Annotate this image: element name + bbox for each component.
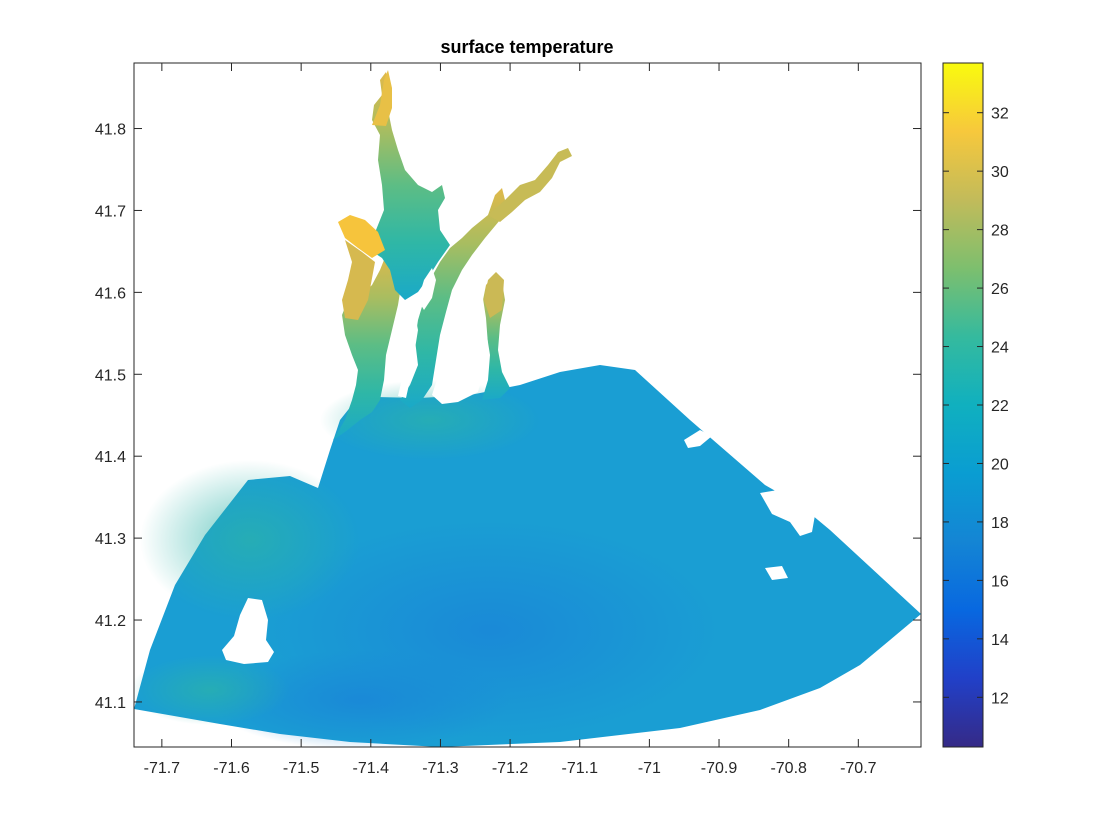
axes-box: [133, 62, 922, 748]
y-tick-label: 41.8: [95, 122, 126, 139]
x-ticks: -71.7 -71.6 -71.5 -71.4 -71.3 -71.2 -71.1 -71 -7…: [144, 63, 877, 777]
chart-title: surface temperature: [440, 37, 613, 57]
sakonnet-upper: [484, 272, 504, 318]
shelf-cool-south: [210, 650, 510, 747]
martha-vineyard-tip: [760, 490, 815, 536]
colorbar-tick-label: 18: [991, 515, 1009, 532]
colorbar-tick-label: 32: [991, 106, 1009, 123]
x-tick-label: -71.1: [562, 760, 599, 777]
northwest-cove-edge: [342, 240, 375, 320]
providence-river-head: [372, 70, 392, 126]
y-tick-label: 41.4: [95, 449, 126, 466]
y-tick-label: 41.3: [95, 531, 126, 548]
aquidneck-island: [432, 276, 488, 404]
colorbar-tick-label: 20: [991, 456, 1009, 473]
southwest-coastal-warm: [140, 460, 360, 620]
x-tick-label: -71.7: [144, 760, 181, 777]
x-tick-label: -71.6: [213, 760, 250, 777]
y-ticks: 41.1 41.2 41.3 41.4 41.5 41.6 41.7 41.8: [95, 122, 921, 712]
colorbar-tick-label: 24: [991, 340, 1009, 357]
colorbar-tick-label: 30: [991, 164, 1009, 181]
colorbar-tick-label: 22: [991, 398, 1009, 415]
x-tick-label: -71: [638, 760, 661, 777]
prudence-island: [418, 268, 436, 310]
elizabeth-islands: [684, 430, 712, 448]
x-tick-label: -71.5: [283, 760, 320, 777]
y-tick-label: 41.2: [95, 613, 126, 630]
y-tick-label: 41.7: [95, 203, 126, 220]
y-tick-label: 41.1: [95, 695, 126, 712]
taunton-river: [488, 148, 572, 222]
y-tick-label: 41.6: [95, 285, 126, 302]
colorbar-gradient: [942, 62, 984, 748]
x-tick-label: -71.2: [492, 760, 529, 777]
x-tick-label: -70.8: [770, 760, 807, 777]
colorbar-tick-label: 26: [991, 281, 1009, 298]
west-passage: [333, 250, 402, 440]
x-tick-label: -71.4: [353, 760, 390, 777]
block-island: [222, 598, 274, 664]
colorbar-tick-label: 28: [991, 223, 1009, 240]
x-tick-label: -70.7: [840, 760, 877, 777]
colorbar-tick-label: 12: [991, 690, 1009, 707]
x-tick-label: -70.9: [701, 760, 738, 777]
colorbar: 12 14 16 18 20 22 24 26 28 30 32: [942, 62, 1009, 748]
y-tick-label: 41.5: [95, 367, 126, 384]
conanicut-island: [398, 310, 418, 398]
temperature-field: [134, 70, 921, 747]
southwest-tip-warm: [134, 655, 290, 725]
upper-bay: [370, 72, 450, 300]
northwest-cove: [338, 215, 385, 258]
colorbar-ticks: 12 14 16 18 20 22 24 26 28 30 32: [943, 106, 1009, 707]
colorbar-tick-label: 16: [991, 573, 1009, 590]
x-tick-label: -71.3: [422, 760, 459, 777]
east-passage: [400, 188, 505, 408]
colorbar-tick-label: 14: [991, 632, 1009, 649]
cuttyhunk-island: [765, 566, 788, 580]
